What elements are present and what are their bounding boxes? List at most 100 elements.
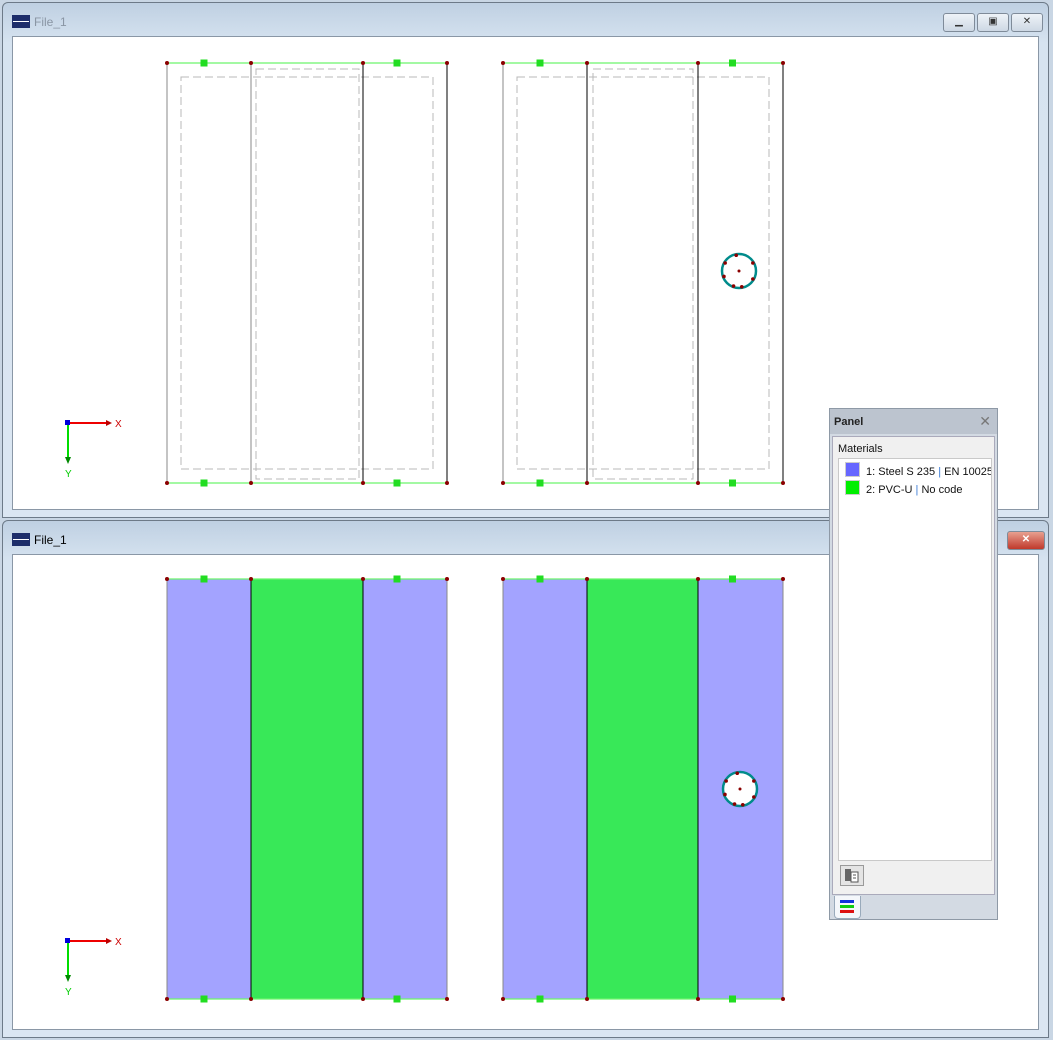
surface-steel xyxy=(503,579,587,999)
node xyxy=(445,61,449,65)
color-swatch xyxy=(845,462,860,477)
node xyxy=(696,997,700,1001)
node xyxy=(445,481,449,485)
panel-body: Materials 1: Steel S 235 | EN 10025 2: P… xyxy=(832,436,995,895)
support-marker xyxy=(393,479,401,487)
minimize-button[interactable]: ▁ xyxy=(943,13,975,32)
node xyxy=(501,481,505,485)
node xyxy=(722,274,726,279)
model xyxy=(501,575,785,1003)
panel-close-icon[interactable]: ✕ xyxy=(979,413,991,429)
node xyxy=(501,577,505,581)
opening-center-node xyxy=(738,787,742,791)
node xyxy=(445,577,449,581)
model-drawing-wireframe: XY xyxy=(65,59,785,487)
material-settings-button[interactable] xyxy=(840,865,864,886)
title-bar: File_1 ✕ xyxy=(3,521,1048,554)
node xyxy=(361,61,365,65)
node xyxy=(585,481,589,485)
model xyxy=(165,575,449,1003)
y-arrowhead xyxy=(65,975,71,982)
close-button[interactable]: ✕ xyxy=(1011,13,1043,32)
node xyxy=(249,997,253,1001)
support-marker xyxy=(729,995,736,1003)
materials-label: Materials xyxy=(838,443,883,455)
node xyxy=(751,261,755,265)
y-axis-label: Y xyxy=(65,987,72,998)
node xyxy=(501,61,505,65)
node xyxy=(723,792,727,797)
node xyxy=(740,802,745,807)
support-marker xyxy=(729,575,736,583)
close-button[interactable]: ✕ xyxy=(1007,531,1045,550)
title-bar: File_1 ▁ ▣ ✕ xyxy=(3,3,1048,36)
model-drawing-materials: XY xyxy=(65,575,785,1003)
node xyxy=(739,284,744,289)
x-axis-label: X xyxy=(115,937,122,948)
material-document-icon xyxy=(845,869,859,883)
node xyxy=(585,61,589,65)
support-marker xyxy=(200,995,208,1003)
node xyxy=(696,61,700,65)
dashed-outline xyxy=(516,76,770,470)
node xyxy=(696,481,700,485)
surface-pvc xyxy=(251,579,363,999)
restore-button[interactable]: ▣ xyxy=(977,13,1009,32)
support-marker xyxy=(200,575,208,583)
panel-header[interactable]: Panel ✕ xyxy=(830,409,997,434)
node xyxy=(165,997,169,1001)
origin-marker xyxy=(65,420,70,425)
node xyxy=(723,261,727,265)
node xyxy=(585,577,589,581)
axis-indicator: XY xyxy=(65,937,122,998)
node xyxy=(781,997,785,1001)
node xyxy=(696,577,700,581)
material-item-steel[interactable]: 1: Steel S 235 | EN 10025 xyxy=(845,462,991,478)
support-marker xyxy=(536,479,544,487)
panel: Panel ✕ Materials 1: Steel S 235 | EN 10… xyxy=(829,408,998,920)
app-icon xyxy=(12,533,30,546)
support-marker xyxy=(393,575,401,583)
app-icon xyxy=(12,15,30,28)
node xyxy=(752,779,756,783)
node xyxy=(361,481,365,485)
node xyxy=(735,771,740,776)
opening-center-node xyxy=(737,269,741,273)
materials-tab[interactable] xyxy=(834,896,861,919)
node xyxy=(165,577,169,581)
axis-indicator: XY xyxy=(65,419,122,480)
node xyxy=(249,61,253,65)
support-marker xyxy=(729,479,736,487)
model xyxy=(501,59,785,487)
node xyxy=(361,997,365,1001)
materials-list: 1: Steel S 235 | EN 10025 2: PVC-U | No … xyxy=(838,458,992,861)
x-axis-label: X xyxy=(115,419,122,430)
support-marker xyxy=(729,59,736,67)
node xyxy=(781,61,785,65)
surface-steel xyxy=(167,579,251,999)
material-item-pvc[interactable]: 2: PVC-U | No code xyxy=(845,480,962,496)
support-marker xyxy=(200,59,208,67)
surface-pvc xyxy=(587,579,698,999)
support-marker xyxy=(536,59,544,67)
support-marker xyxy=(200,479,208,487)
node xyxy=(731,284,736,288)
y-axis-label: Y xyxy=(65,469,72,480)
node xyxy=(781,577,785,581)
origin-marker xyxy=(65,938,70,943)
support-marker xyxy=(536,575,544,583)
color-swatch xyxy=(845,480,860,495)
node xyxy=(751,277,755,281)
dashed-outline xyxy=(592,68,694,480)
dashed-outline xyxy=(180,76,434,470)
node xyxy=(752,795,756,799)
node xyxy=(249,577,253,581)
node xyxy=(165,61,169,65)
node xyxy=(734,253,739,258)
node xyxy=(501,997,505,1001)
node xyxy=(781,481,785,485)
dashed-outline xyxy=(255,68,360,480)
node xyxy=(165,481,169,485)
